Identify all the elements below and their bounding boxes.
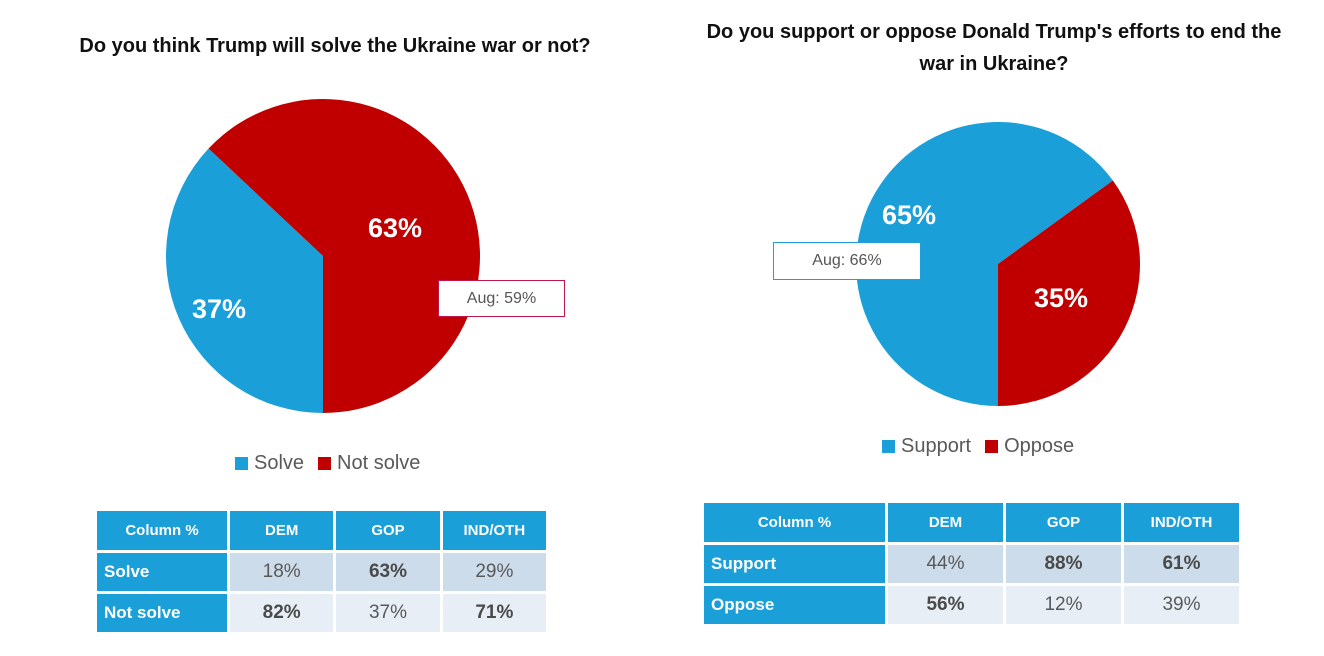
header-ind-oth: IND/OTH (442, 511, 546, 550)
right-crosstab-table: Column % DEM GOP IND/OTH Support 44% 88%… (701, 500, 1242, 627)
row-label-support: Support (704, 545, 885, 583)
header-column-pct: Column % (97, 511, 227, 550)
table-cell: 44% (888, 545, 1003, 583)
header-dem: DEM (888, 503, 1003, 542)
legend-item-oppose: Oppose (985, 435, 1074, 458)
legend-label-support: Support (901, 435, 972, 457)
legend-swatch-support (882, 440, 895, 453)
table-cell: 63% (336, 553, 440, 591)
table-row: Support 44% 88% 61% (704, 545, 1239, 583)
header-column-pct: Column % (704, 503, 885, 542)
legend-swatch-oppose (985, 440, 999, 453)
table-header-row: Column % DEM GOP IND/OTH (97, 511, 546, 550)
table-cell: 71% (442, 594, 546, 632)
left-slice-not-solve (208, 98, 481, 413)
right-slice-support (855, 121, 1113, 407)
header-ind-oth: IND/OTH (1124, 503, 1239, 542)
right-chart-title: Do you support or oppose Donald Trump's … (706, 21, 1282, 75)
left-label-solve: 37% (192, 294, 246, 324)
left-legend: Solve Not solve (235, 452, 420, 475)
right-chart-panel: Do you support or oppose Donald Trump's … (664, 0, 1324, 656)
row-label-oppose: Oppose (704, 586, 885, 624)
table-cell: 12% (1006, 586, 1121, 624)
right-aug-callout: Aug: 66% (773, 242, 921, 280)
table-cell: 82% (230, 594, 334, 632)
legend-swatch-solve (235, 457, 248, 470)
table-cell: 61% (1124, 545, 1239, 583)
legend-item-solve: Solve (235, 452, 304, 475)
row-label-not-solve: Not solve (97, 594, 227, 632)
table-header-row: Column % DEM GOP IND/OTH (704, 503, 1239, 542)
legend-swatch-not-solve (318, 457, 332, 470)
right-slice-oppose (998, 180, 1140, 406)
table-cell: 37% (336, 594, 440, 632)
legend-label-oppose: Oppose (1004, 435, 1075, 457)
left-aug-callout: Aug: 59% (438, 280, 565, 317)
right-legend: Support Oppose (882, 435, 1074, 458)
left-chart-title: Do you think Trump will solve the Ukrain… (79, 35, 591, 57)
table-row: Solve 18% 63% 29% (97, 553, 546, 591)
left-crosstab-table: Column % DEM GOP IND/OTH Solve 18% 63% 2… (94, 508, 549, 635)
table-cell: 56% (888, 586, 1003, 624)
right-label-support: 65% (882, 200, 936, 230)
table-cell: 88% (1006, 545, 1121, 583)
legend-label-solve: Solve (254, 452, 305, 474)
legend-label-not-solve: Not solve (337, 452, 421, 474)
right-pie-chart: 65% 35% (855, 121, 1140, 407)
header-dem: DEM (230, 511, 334, 550)
header-gop: GOP (1006, 503, 1121, 542)
table-cell: 18% (230, 553, 334, 591)
right-label-oppose: 35% (1034, 283, 1088, 313)
legend-item-support: Support (882, 435, 971, 458)
row-label-solve: Solve (97, 553, 227, 591)
left-label-not-solve: 63% (368, 213, 422, 243)
left-pie-chart: 37% 63% (166, 98, 481, 413)
table-cell: 29% (442, 553, 546, 591)
left-chart-panel: Do you think Trump will solve the Ukrain… (0, 0, 660, 656)
legend-item-not-solve: Not solve (318, 452, 420, 475)
table-row: Not solve 82% 37% 71% (97, 594, 546, 632)
table-row: Oppose 56% 12% 39% (704, 586, 1239, 624)
header-gop: GOP (336, 511, 440, 550)
left-slice-solve (166, 148, 323, 413)
table-cell: 39% (1124, 586, 1239, 624)
